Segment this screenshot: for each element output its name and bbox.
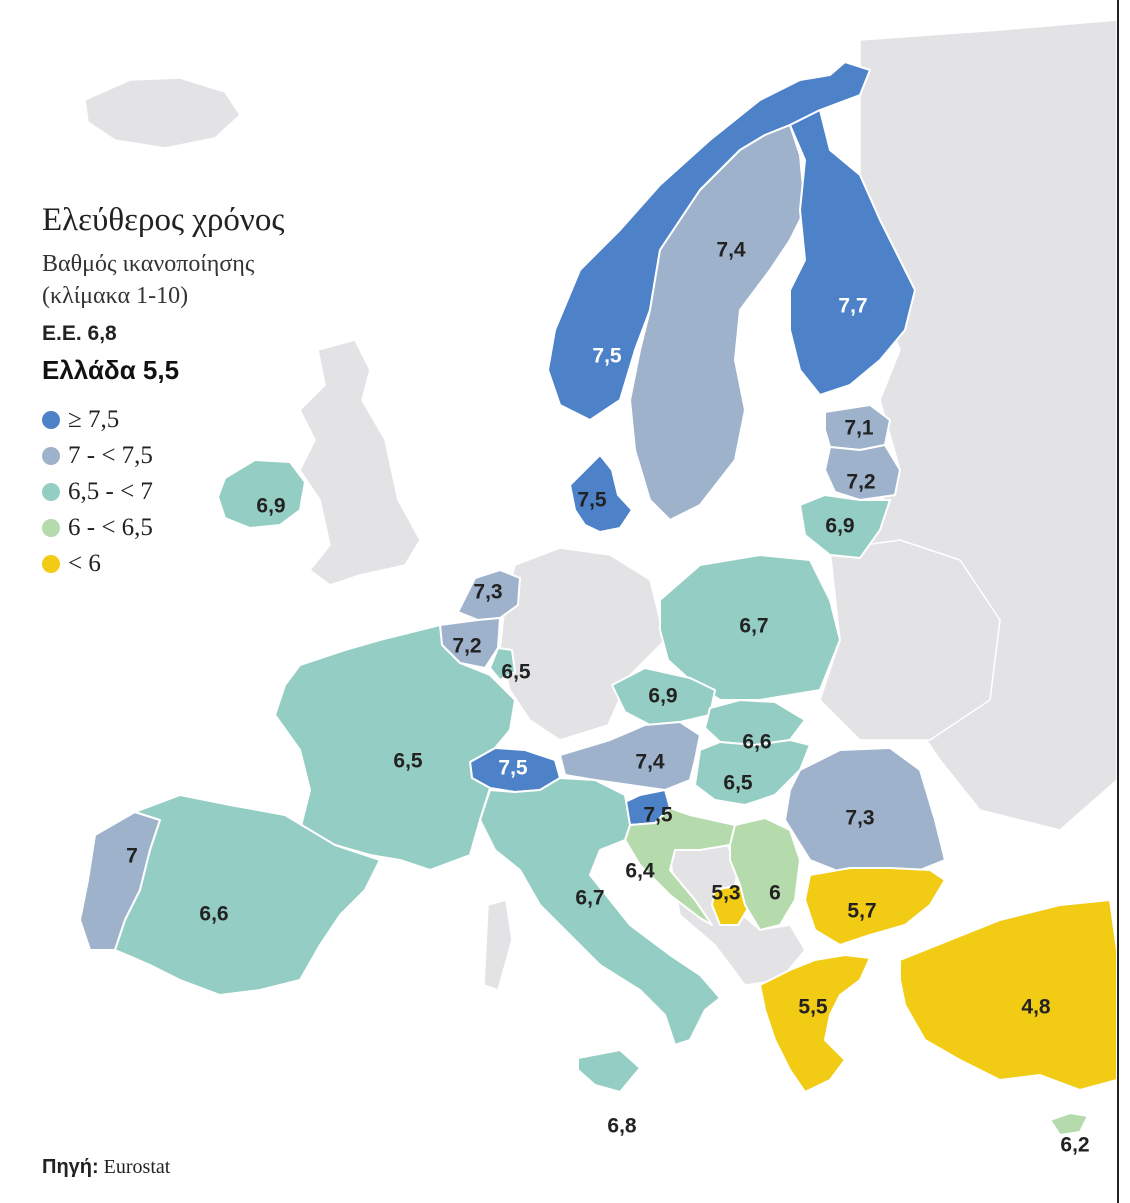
value-label-croatia: 6,4	[625, 860, 655, 883]
legend-item: 6,5 - < 7	[42, 474, 153, 510]
land-iceland	[84, 77, 241, 149]
country-denmark	[569, 454, 633, 533]
country-finland	[789, 109, 916, 396]
source-label: Πηγή:	[42, 1156, 99, 1178]
legend-label: ≥ 7,5	[68, 406, 120, 433]
country-turkey	[899, 899, 1118, 1091]
country-serbia	[729, 817, 801, 931]
value-label-finland: 7,7	[838, 295, 867, 318]
legend: ≥ 7,5 7 - < 7,5 6,5 - < 7 6 - < 6,5 < 6	[42, 402, 153, 582]
greece-value: Ελλάδα 5,5	[42, 355, 180, 385]
land-uk	[299, 339, 421, 586]
land-corsica-sardinia	[483, 899, 513, 991]
value-label-slovenia: 7,5	[643, 804, 673, 827]
value-label-austria: 7,4	[635, 751, 665, 774]
country-ireland	[217, 459, 306, 529]
value-label-netherlands: 7,3	[473, 581, 502, 604]
value-label-italy: 6,7	[575, 887, 604, 910]
value-label-estonia: 7,1	[844, 417, 874, 440]
value-label-romania: 7,3	[845, 807, 874, 830]
legend-dot-icon	[42, 447, 60, 465]
legend-item: < 6	[42, 546, 153, 582]
value-label-switzerland: 7,5	[498, 757, 528, 780]
map-subtitle: Βαθμός ικανοποίησης	[42, 251, 255, 277]
value-label-bulgaria: 5,7	[847, 900, 876, 923]
value-label-latvia: 7,2	[846, 471, 875, 494]
value-label-czechia: 6,9	[648, 685, 677, 708]
map-scale-note: (κλίμακα 1-10)	[42, 283, 189, 309]
source-value: Eurostat	[103, 1156, 171, 1178]
country-italy	[479, 777, 721, 1046]
value-label-luxembourg: 6,5	[501, 661, 531, 684]
value-label-poland: 6,7	[739, 615, 768, 638]
legend-dot-icon	[42, 555, 60, 573]
value-label-sicily: 6,8	[607, 1115, 637, 1138]
value-label-montenegro: 5,3	[711, 882, 740, 905]
value-label-turkey: 4,8	[1021, 996, 1051, 1019]
value-label-france: 6,5	[393, 750, 423, 773]
legend-label: 6,5 - < 7	[68, 478, 153, 505]
value-label-greece: 5,5	[798, 996, 828, 1019]
value-label-denmark: 7,5	[577, 489, 607, 512]
frame-divider	[1117, 0, 1119, 1203]
country-lithuania	[799, 494, 891, 559]
value-label-ireland: 6,9	[256, 495, 285, 518]
value-label-slovakia: 6,6	[742, 731, 771, 754]
legend-dot-icon	[42, 519, 60, 537]
country-sicily	[577, 1049, 641, 1093]
value-label-belgium: 7,2	[452, 635, 481, 658]
value-label-spain: 6,6	[199, 903, 228, 926]
value-label-sweden: 7,4	[716, 239, 746, 262]
value-label-lithuania: 6,9	[825, 515, 854, 538]
country-greece	[759, 954, 871, 1093]
map-title: Ελεύθερος χρόνος	[42, 202, 285, 238]
legend-dot-icon	[42, 411, 60, 429]
country-france	[274, 624, 516, 871]
legend-dot-icon	[42, 483, 60, 501]
legend-label: 7 - < 7,5	[68, 442, 153, 469]
country-cyprus	[1049, 1112, 1089, 1136]
land-belarus-ukraine	[819, 539, 1001, 741]
value-label-portugal: 7	[126, 845, 138, 868]
source-note: Πηγή: Eurostat	[42, 1156, 170, 1179]
eu-average: Ε.Ε. 6,8	[42, 322, 117, 345]
country-bulgaria	[804, 867, 946, 946]
legend-item: 7 - < 7,5	[42, 438, 153, 474]
value-label-serbia: 6	[769, 882, 781, 905]
country-spain	[114, 794, 381, 996]
country-croatia	[624, 807, 736, 926]
value-label-cyprus: 6,2	[1060, 1134, 1089, 1157]
value-label-hungary: 6,5	[723, 772, 753, 795]
legend-label: 6 - < 6,5	[68, 514, 153, 541]
country-sweden	[629, 124, 806, 521]
country-luxembourg	[489, 647, 516, 681]
country-latvia	[824, 444, 901, 501]
legend-label: < 6	[68, 550, 101, 577]
legend-item: 6 - < 6,5	[42, 510, 153, 546]
value-label-norway: 7,5	[592, 345, 622, 368]
legend-item: ≥ 7,5	[42, 402, 153, 438]
country-poland	[659, 554, 841, 701]
